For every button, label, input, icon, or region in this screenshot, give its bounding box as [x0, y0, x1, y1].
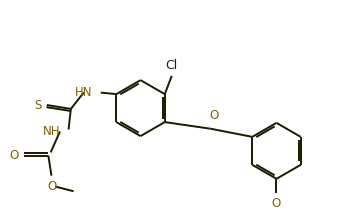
Text: S: S: [34, 99, 41, 112]
Text: O: O: [209, 110, 218, 123]
Text: O: O: [9, 149, 19, 162]
Text: NH: NH: [42, 125, 60, 138]
Text: HN: HN: [75, 86, 92, 99]
Text: Cl: Cl: [166, 59, 178, 72]
Text: O: O: [272, 197, 281, 210]
Text: O: O: [48, 180, 57, 193]
